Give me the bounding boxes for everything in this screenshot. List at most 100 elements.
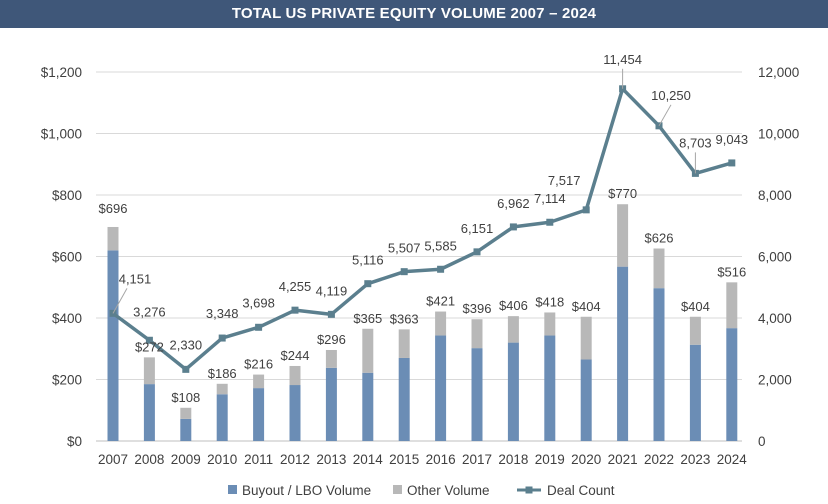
x-tick-label: 2021 xyxy=(608,452,638,467)
x-tick-label: 2011 xyxy=(244,452,273,467)
deal-count-marker xyxy=(509,223,517,231)
bar-buyout xyxy=(617,266,629,441)
legend-swatch-marker xyxy=(525,486,533,494)
bar-buyout xyxy=(362,372,374,441)
bar-buyout xyxy=(471,348,483,441)
bar-buyout xyxy=(435,335,447,441)
legend-item-deal-count: Deal Count xyxy=(517,483,615,498)
total-volume-label: $216 xyxy=(244,357,273,372)
total-volume-label: $516 xyxy=(717,264,746,279)
bar-other xyxy=(325,349,337,368)
deal-count-marker xyxy=(291,306,299,314)
x-tick-label: 2014 xyxy=(353,452,384,467)
bar-other xyxy=(507,316,519,343)
bar-buyout xyxy=(689,344,701,441)
x-tick-label: 2015 xyxy=(389,452,419,467)
deal-count-marker xyxy=(364,280,372,288)
bar-other xyxy=(580,316,592,360)
x-tick-label: 2023 xyxy=(680,452,710,467)
deal-count-label: 5,585 xyxy=(424,238,457,253)
bar-other xyxy=(143,357,155,385)
deal-count-label: 3,698 xyxy=(242,295,275,310)
total-volume-label: $626 xyxy=(645,231,674,246)
bar-other xyxy=(180,407,192,419)
bar-buyout xyxy=(653,288,665,441)
y-left-tick-label: $800 xyxy=(52,188,82,203)
deal-count-label: 11,454 xyxy=(603,52,642,67)
deal-count-marker xyxy=(327,310,335,318)
legend-label: Other Volume xyxy=(407,483,490,498)
x-tick-label: 2020 xyxy=(571,452,601,467)
legend-item-buyout: Buyout / LBO Volume xyxy=(228,483,371,498)
deal-count-marker xyxy=(400,268,408,276)
deal-count-marker xyxy=(473,248,481,256)
legend-item-other: Other Volume xyxy=(393,483,490,498)
bar-buyout xyxy=(253,388,265,441)
bar-other xyxy=(435,311,447,336)
deal-count-marker xyxy=(619,85,627,93)
leader-line xyxy=(112,288,128,314)
bar-other xyxy=(617,204,629,267)
total-volume-label: $296 xyxy=(317,332,346,347)
total-volume-label: $404 xyxy=(681,299,710,314)
x-tick-label: 2018 xyxy=(498,452,528,467)
bar-buyout xyxy=(143,384,155,441)
total-volume-label: $108 xyxy=(171,390,200,405)
y-right-tick-label: 0 xyxy=(758,434,766,449)
x-tick-label: 2013 xyxy=(316,452,346,467)
bar-buyout xyxy=(107,250,119,441)
legend-swatch xyxy=(228,485,237,494)
deal-count-marker xyxy=(218,334,226,342)
deal-count-label: 5,116 xyxy=(352,253,384,268)
deal-count-label: 3,348 xyxy=(206,306,239,321)
bar-other xyxy=(289,365,301,386)
leader-line xyxy=(658,104,672,127)
bar-buyout xyxy=(726,328,738,441)
bar-buyout xyxy=(507,342,519,441)
bar-other xyxy=(653,248,665,289)
bar-other xyxy=(362,328,374,373)
y-right-tick-label: 8,000 xyxy=(758,188,792,203)
bar-other xyxy=(398,329,410,358)
bar-buyout xyxy=(580,359,592,441)
deal-count-marker xyxy=(582,206,590,214)
deal-count-label: 9,043 xyxy=(716,132,749,147)
bar-buyout xyxy=(289,385,301,441)
y-right-tick-label: 4,000 xyxy=(758,311,792,326)
x-tick-label: 2008 xyxy=(134,452,164,467)
total-volume-label: $770 xyxy=(608,186,637,201)
x-tick-label: 2010 xyxy=(207,452,237,467)
x-tick-label: 2009 xyxy=(171,452,201,467)
bar-buyout xyxy=(398,357,410,441)
bar-buyout xyxy=(544,335,556,441)
deal-count-label: 8,703 xyxy=(679,135,712,150)
bar-buyout xyxy=(180,418,192,441)
deal-count-marker xyxy=(728,159,736,167)
total-volume-label: $421 xyxy=(426,294,455,309)
bar-buyout xyxy=(325,367,337,441)
deal-count-marker xyxy=(182,365,190,373)
y-left-tick-label: $0 xyxy=(67,434,82,449)
deal-count-marker xyxy=(546,218,554,226)
y-left-tick-label: $600 xyxy=(52,250,82,265)
deal-count-label: 4,151 xyxy=(119,271,152,286)
deal-count-label: 6,962 xyxy=(497,196,530,211)
x-tick-label: 2022 xyxy=(644,452,674,467)
y-left-tick-label: $200 xyxy=(52,373,82,388)
total-volume-label: $244 xyxy=(281,348,310,363)
pe-volume-chart: $696 $272 $108 $186 $216 $244 $296 $365 $363 $421… xyxy=(41,52,800,498)
total-volume-label: $404 xyxy=(572,299,601,314)
bar-other xyxy=(726,282,738,329)
deal-count-label: 10,250 xyxy=(651,88,691,103)
deal-count-marker xyxy=(255,323,263,331)
deal-count-marker xyxy=(437,265,445,273)
y-left-tick-label: $1,000 xyxy=(41,127,82,142)
total-volume-label: $272 xyxy=(135,339,164,354)
y-right-tick-label: 10,000 xyxy=(758,127,799,142)
x-tick-label: 2019 xyxy=(535,452,565,467)
legend-label: Buyout / LBO Volume xyxy=(242,483,371,498)
deal-count-label: 7,517 xyxy=(548,173,581,188)
total-volume-label: $186 xyxy=(208,366,237,381)
x-tick-label: 2017 xyxy=(462,452,492,467)
chart-title: TOTAL US PRIVATE EQUITY VOLUME 2007 – 20… xyxy=(0,0,828,28)
